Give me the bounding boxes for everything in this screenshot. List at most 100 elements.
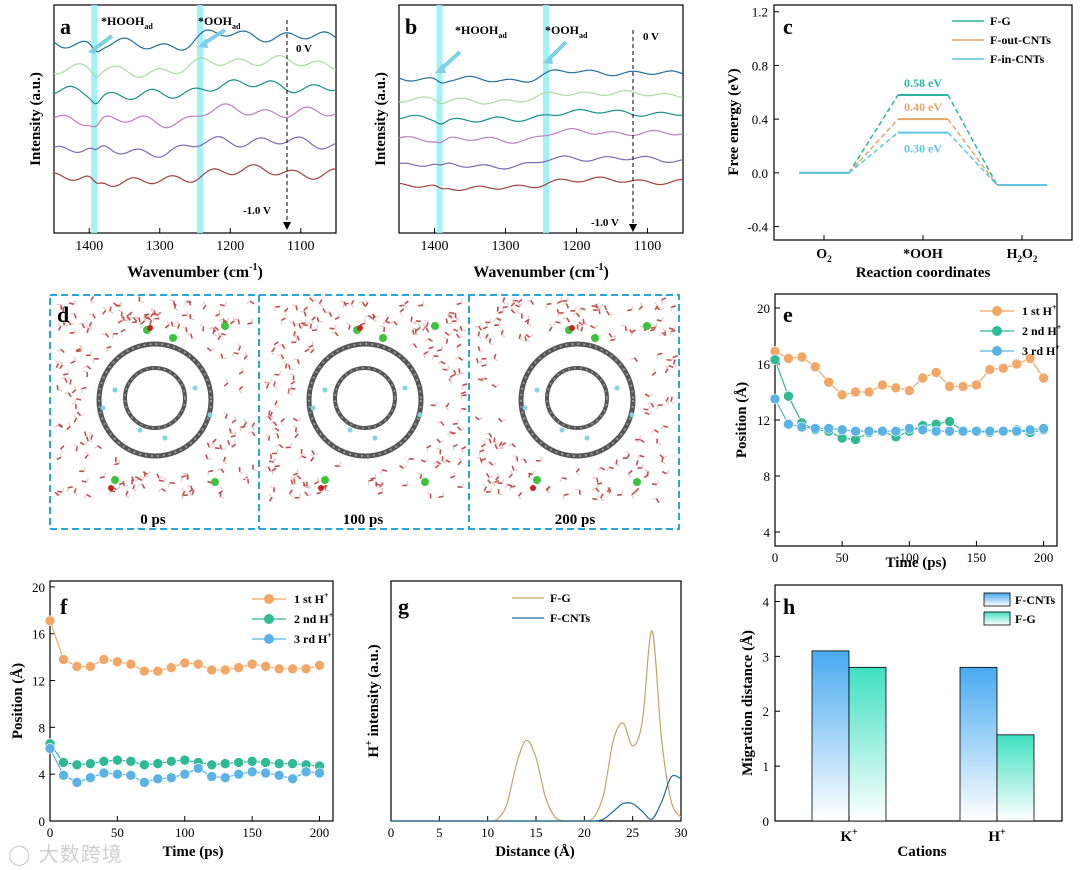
data-point (44, 615, 56, 627)
y-tick-label: -0.4 (747, 220, 768, 235)
water-molecule (269, 416, 274, 420)
plot-frame (774, 584, 1063, 822)
water-molecule (290, 383, 293, 389)
water-molecule (595, 477, 599, 483)
water-molecule (312, 298, 317, 302)
water-molecule (610, 338, 616, 342)
y-tick-label: 0.0 (752, 166, 768, 181)
water-molecule (90, 351, 93, 356)
water-molecule (651, 483, 658, 486)
water-molecule (295, 338, 298, 343)
water-molecule (414, 320, 417, 325)
water-molecule (363, 319, 366, 324)
potassium-ion (169, 334, 177, 342)
water-molecule (448, 332, 453, 336)
water-molecule (273, 385, 278, 389)
water-molecule (427, 338, 433, 342)
y-tick-label: 16 (32, 627, 46, 642)
data-point (836, 389, 848, 401)
water-molecule (83, 365, 88, 369)
annotation-sub: ad (232, 22, 241, 31)
water-molecule (560, 297, 563, 302)
water-molecule (368, 479, 374, 482)
data-point (903, 385, 915, 396)
water-molecule (296, 469, 299, 474)
water-molecule (62, 320, 66, 326)
x-tick-label: 1300 (146, 239, 174, 254)
water-molecule (409, 343, 414, 346)
water-molecule (86, 493, 92, 498)
x-axis-label-sup: -1 (249, 262, 257, 273)
fluorine-atom (534, 387, 540, 393)
water-molecule (659, 307, 664, 311)
water-molecule (606, 487, 611, 493)
fluorine-atom (162, 435, 168, 441)
water-molecule (644, 469, 649, 472)
water-molecule (403, 300, 409, 305)
water-molecule (159, 476, 164, 479)
barrier-label: 0.58 eV (904, 76, 942, 90)
water-molecule (457, 460, 463, 466)
data-point (300, 663, 312, 675)
y-tick-label: 16 (757, 357, 771, 372)
water-molecule (174, 308, 179, 311)
water-molecule (452, 328, 459, 332)
annotation-main: *HOOH (101, 14, 145, 28)
water-molecule (502, 301, 507, 305)
category-label-main: K (840, 829, 852, 845)
oxygen-atom (569, 325, 575, 331)
water-molecule (222, 456, 227, 462)
water-molecule (496, 306, 500, 312)
water-molecule (594, 303, 599, 309)
water-molecule (375, 315, 380, 319)
water-molecule (280, 421, 284, 426)
water-molecule (140, 320, 146, 325)
data-point (1011, 425, 1023, 437)
water-molecule (138, 483, 143, 486)
water-molecule (311, 319, 315, 324)
legend-label: 3 rd H+ (294, 631, 332, 646)
water-molecule (295, 305, 298, 311)
water-molecule (436, 348, 443, 352)
data-point (71, 661, 83, 672)
water-molecule (222, 318, 227, 324)
water-molecule (445, 402, 450, 408)
water-molecule (548, 323, 553, 328)
water-molecule (399, 308, 405, 313)
water-molecule (132, 321, 138, 324)
water-molecule (510, 305, 514, 310)
water-molecule (246, 300, 251, 305)
water-molecule (309, 348, 315, 354)
water-molecule (210, 348, 215, 352)
water-molecule (294, 433, 299, 439)
data-point (139, 759, 150, 771)
water-molecule (81, 386, 87, 390)
water-molecule (188, 300, 192, 306)
water-molecule (661, 461, 666, 465)
water-molecule (546, 490, 551, 494)
water-molecule (517, 495, 522, 500)
data-point (796, 421, 808, 433)
water-molecule (461, 407, 467, 411)
water-molecule (665, 401, 670, 405)
water-molecule (202, 326, 205, 332)
water-molecule (634, 487, 640, 493)
water-molecule (75, 348, 81, 352)
water-molecule (303, 306, 309, 311)
legend-label-main: 1 st H (1022, 304, 1053, 318)
water-molecule (661, 317, 664, 322)
water-molecule (599, 493, 604, 499)
y-tick-label: 0.4 (752, 112, 769, 127)
data-point (944, 416, 955, 427)
water-molecule (238, 385, 244, 391)
water-molecule (658, 332, 663, 336)
water-molecule (180, 475, 187, 479)
water-molecule (479, 457, 483, 463)
water-molecule (221, 448, 226, 451)
data-point (1038, 372, 1049, 384)
category-label-sup: + (852, 827, 858, 838)
x-tick-label: 30 (675, 825, 688, 840)
water-molecule (318, 299, 323, 305)
water-molecule (271, 467, 277, 472)
water-molecule (274, 427, 280, 432)
